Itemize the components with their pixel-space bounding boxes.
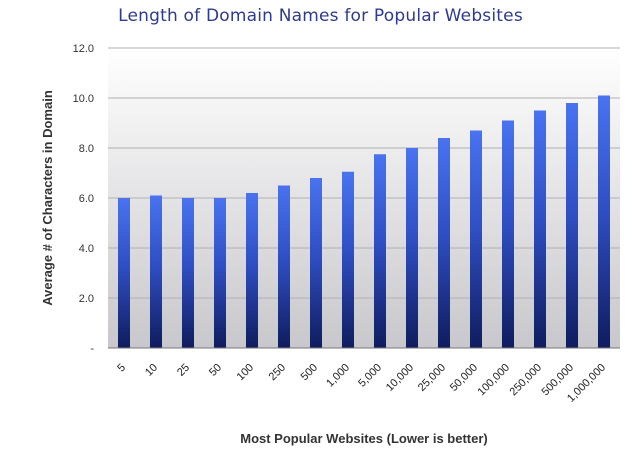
- bar: [278, 185, 290, 348]
- bar: [566, 103, 578, 348]
- x-tick-label: 100,000: [476, 362, 513, 399]
- x-tick-label: 25,000: [416, 362, 448, 394]
- x-tick-label: 500: [299, 362, 320, 383]
- x-tick-label: 50: [207, 362, 224, 379]
- x-tick-label: 100: [235, 362, 256, 383]
- bars: [118, 95, 610, 348]
- bar: [342, 171, 354, 348]
- bar: [374, 154, 386, 348]
- x-axis-title: Most Popular Websites (Lower is better): [240, 431, 488, 446]
- x-tick-label: 250: [267, 362, 288, 383]
- y-tick-label: 8.0: [79, 143, 94, 155]
- bar: [470, 130, 482, 348]
- bar: [406, 148, 418, 348]
- bar: [182, 198, 194, 348]
- x-tick-label: 25: [175, 362, 192, 379]
- y-tick-label: 6.0: [79, 193, 94, 205]
- y-tick-label: 12.0: [73, 43, 94, 55]
- bar: [438, 138, 450, 348]
- bar: [214, 198, 226, 348]
- x-tick-label: 1,000: [324, 362, 352, 390]
- bar: [534, 110, 546, 348]
- y-tick-label: 4.0: [79, 243, 94, 255]
- x-tick-label: 5: [115, 362, 128, 375]
- bar: [502, 120, 514, 348]
- bar: [310, 178, 322, 348]
- chart-title: Length of Domain Names for Popular Websi…: [118, 6, 523, 26]
- x-tick-label: 250,000: [508, 362, 545, 399]
- y-tick-labels: - 2.0 4.0 6.0 8.0 10.0 12.0: [73, 43, 95, 355]
- y-tick-label: 10.0: [73, 93, 94, 105]
- y-axis-title: Average # of Characters in Domain: [40, 90, 55, 306]
- x-tick-label: 5,000: [356, 362, 384, 390]
- y-tick-label: -: [90, 343, 94, 355]
- x-tick-label: 10,000: [384, 362, 416, 394]
- bar: [150, 195, 162, 348]
- bar: [598, 95, 610, 348]
- y-tick-label: 2.0: [79, 293, 94, 305]
- x-tick-label: 10: [143, 362, 160, 379]
- x-tick-labels: 5 10 25 50 100 250 500 1,000 5,000 10,000 25,000 50…: [115, 362, 608, 405]
- bar: [246, 193, 258, 348]
- bar: [118, 198, 130, 348]
